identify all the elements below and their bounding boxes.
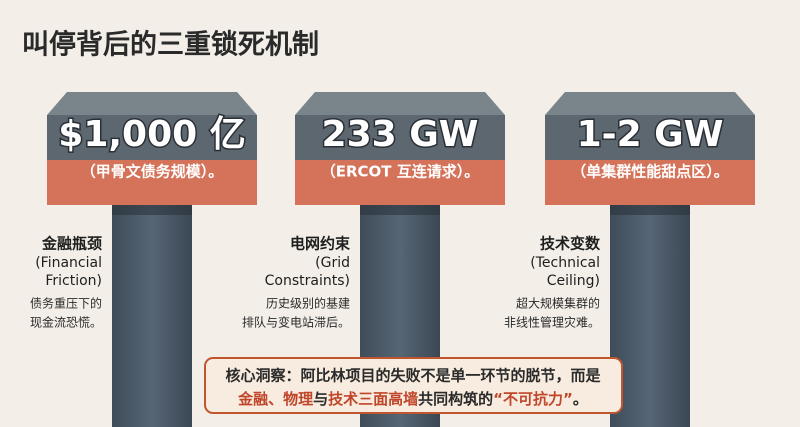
cap-front xyxy=(295,115,505,160)
cap-top xyxy=(295,92,505,115)
pillar-column xyxy=(112,205,192,427)
pillars: $1,000 亿 （甲骨文债务规模）。金融瓶颈 (Financial Friction… xyxy=(30,92,755,427)
pillar-desc: 超大规模集群的 xyxy=(516,296,600,311)
pillar-desc: 非线性管理灾难。 xyxy=(504,315,600,330)
pillar-value: 1-2 GW xyxy=(577,114,724,155)
pillar-english: Friction) xyxy=(45,273,102,289)
insight-line-1: 核心洞察：阿比林项目的失败不是单一环节的脱节，而是 xyxy=(225,367,601,385)
pillar-english: (Grid xyxy=(315,255,350,271)
pillar-english: Ceiling) xyxy=(547,273,600,289)
pillar-label: 电网约束 xyxy=(290,235,351,253)
pillar-shadow xyxy=(112,205,192,215)
insight-highlight: “不可抗力” xyxy=(493,390,573,408)
pillar-shadow xyxy=(360,205,440,215)
pillar-desc: 排队与变电站滞后。 xyxy=(242,315,350,330)
insight-text: 共同构筑的 xyxy=(418,390,493,408)
pillar-label: 技术变数 xyxy=(540,235,601,253)
pillar-english: Constraints) xyxy=(265,273,350,289)
insight-highlight: 技术三面高墙 xyxy=(328,390,418,408)
pillar-desc: 历史级别的基建 xyxy=(266,296,350,311)
cap-top xyxy=(47,92,257,115)
pillar-label: 金融瓶颈 xyxy=(41,235,102,253)
pillar-english: (Financial xyxy=(35,255,102,271)
cap-front xyxy=(545,115,755,160)
pillar-desc: 现金流恐慌。 xyxy=(30,315,102,330)
slide-title: 叫停背后的三重锁死机制 xyxy=(22,29,319,61)
insight-highlight: 金融、物理 xyxy=(237,390,313,408)
insight-box xyxy=(204,357,623,414)
pillar-column xyxy=(610,205,690,427)
pillar-note: （ERCOT 互连请求）。 xyxy=(321,163,480,181)
pillar-value: 233 GW xyxy=(322,114,479,155)
cap-band xyxy=(545,160,755,205)
pillar-value: $1,000 亿 xyxy=(58,114,245,155)
cap-front xyxy=(47,115,257,160)
cap-band xyxy=(47,160,257,205)
insight-line-2: 金融、物理与技术三面高墙共同构筑的“不可抗力”。 xyxy=(237,390,588,408)
cap-band xyxy=(295,160,505,205)
pillar-desc: 债务重压下的 xyxy=(30,296,102,311)
cap-top xyxy=(545,92,755,115)
insight-text: 与 xyxy=(313,390,328,408)
pillar-english: (Technical xyxy=(530,255,600,271)
pillar-note: （单集群性能甜点区）。 xyxy=(571,163,729,181)
pillar-shadow xyxy=(610,205,690,215)
insight-text: 。 xyxy=(573,390,588,408)
pillar-note: （甲骨文债务规模）。 xyxy=(81,163,224,181)
